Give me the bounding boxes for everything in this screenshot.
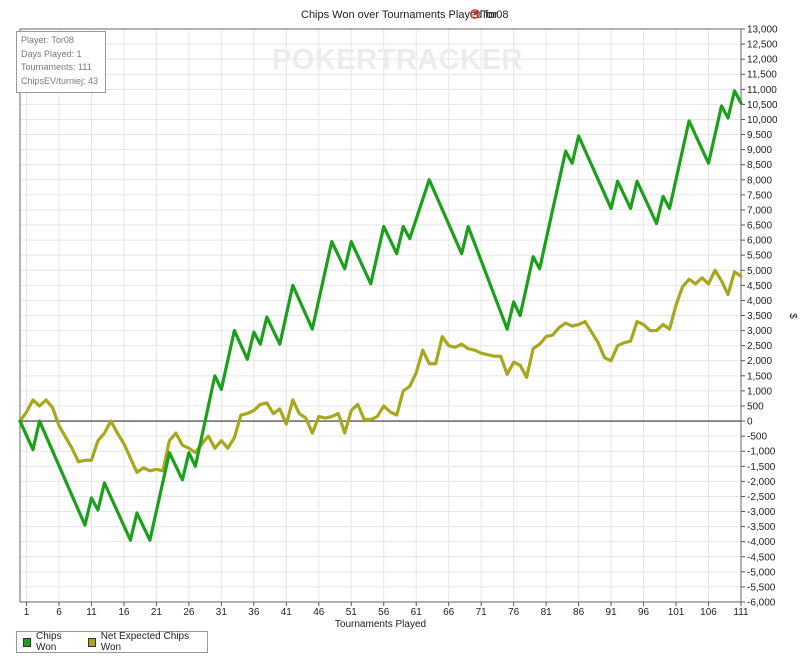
info-tournaments: Tournaments: 111 [21, 62, 92, 72]
y-tick-label: -3,000 [747, 507, 776, 518]
legend-label-chips-won: Chips Won [35, 631, 62, 653]
pokertracker-watermark: POKERTRACKER [272, 44, 523, 76]
x-tick-label: 11 [86, 607, 97, 618]
x-tick-label: 71 [476, 607, 488, 618]
x-tick-label: 101 [668, 607, 685, 618]
x-tick-label: 111 [733, 607, 749, 618]
x-tick-label: 81 [541, 607, 553, 618]
x-tick-label: 51 [346, 607, 358, 618]
y-tick-label: 6,500 [747, 221, 772, 232]
y-tick-label: 3,500 [747, 311, 772, 322]
y-tick-label: 11,500 [747, 70, 777, 81]
legend-item-net-expected: Net Expected Chips Won [87, 631, 197, 653]
y-tick-label: -5,000 [747, 567, 776, 578]
y-tick-label: -500 [747, 432, 767, 443]
y-tick-label: 12,500 [747, 40, 778, 51]
x-tick-label: 41 [281, 607, 293, 618]
y-tick-label: 9,500 [747, 130, 772, 141]
x-tick-label: 31 [216, 607, 228, 618]
x-tick-label: 66 [443, 607, 455, 618]
x-tick-label: 106 [700, 607, 717, 618]
y-tick-label: -4,000 [747, 537, 776, 548]
y-tick-label: 500 [747, 401, 764, 412]
x-tick-label: 6 [56, 607, 62, 618]
x-axis-label: Tournaments Played [335, 619, 426, 630]
y-tick-label: 6,000 [747, 236, 772, 247]
y-tick-label: 4,500 [747, 281, 772, 292]
legend-item-chips-won: Chips Won [23, 631, 78, 653]
legend-swatch-chips-won [23, 637, 31, 647]
net-expected-chips-line [18, 268, 743, 474]
y-tick-label: 5,500 [747, 251, 772, 262]
y-tick-label: 9,000 [747, 145, 772, 156]
y-tick-label: 1,500 [747, 371, 772, 382]
x-tick-label: 86 [573, 607, 585, 618]
plot-frame [19, 28, 742, 603]
x-tick-label: 16 [118, 607, 130, 618]
y-tick-label: 0 [747, 417, 753, 428]
y-tick-label: 7,000 [747, 205, 772, 216]
y-tick-label: 1,000 [747, 386, 772, 397]
x-tick-label: 76 [508, 607, 520, 618]
x-tick-label: 96 [638, 607, 650, 618]
x-tick-label: 56 [378, 607, 390, 618]
player-info-box: Player: Tor08 Days Played: 1 Tournaments… [16, 31, 106, 93]
chart-title: Chips Won over Tournaments Played for [301, 9, 498, 21]
y-tick-label: 7,500 [747, 190, 772, 201]
x-tick-label: 46 [313, 607, 325, 618]
y-tick-label: -6,000 [747, 598, 776, 609]
y-tick-label: 2,500 [747, 341, 772, 352]
info-player: Player: Tor08 [21, 35, 74, 45]
y-tick-label: 11,000 [747, 85, 777, 96]
player-flag-icon [470, 9, 480, 19]
y-tick-label: 8,000 [747, 175, 772, 186]
x-tick-label: 61 [411, 607, 423, 618]
chart-title-player: Tor08 [481, 9, 509, 21]
y-tick-label: 2,000 [747, 356, 772, 367]
legend-swatch-net-expected [87, 637, 96, 647]
y-tick-label: 12,000 [747, 55, 778, 66]
x-tick-label: 21 [151, 607, 163, 618]
y-tick-label: 10,500 [747, 100, 778, 111]
legend-label-net-expected: Net Expected Chips Won [100, 631, 190, 653]
y-axis-label: $ [787, 313, 798, 319]
y-tick-label: -1,500 [747, 462, 776, 473]
y-tick-label: -2,500 [747, 492, 776, 503]
info-chipsev: ChipsEV/turniej: 43 [21, 75, 99, 86]
x-tick-label: 36 [248, 607, 260, 618]
chart-legend: Chips Won Net Expected Chips Won [16, 631, 208, 653]
x-tick-label: 91 [606, 607, 618, 618]
y-tick-label: 4,000 [747, 296, 772, 307]
y-tick-label: 13,000 [747, 25, 778, 36]
y-tick-label: 10,000 [747, 115, 778, 126]
x-tick-label: 1 [24, 607, 30, 618]
y-tick-label: -4,500 [747, 552, 776, 563]
y-tick-label: -5,500 [747, 582, 776, 593]
y-tick-label: 8,500 [747, 160, 772, 171]
info-days-played: Days Played: 1 [21, 48, 82, 59]
y-tick-label: 5,000 [747, 266, 772, 277]
x-tick-label: 26 [183, 607, 195, 618]
y-tick-label: -2,000 [747, 477, 776, 488]
y-tick-label: -3,500 [747, 522, 776, 533]
y-tick-label: -1,000 [747, 447, 776, 458]
y-tick-label: 3,000 [747, 326, 772, 337]
chips-won-line [18, 89, 743, 542]
